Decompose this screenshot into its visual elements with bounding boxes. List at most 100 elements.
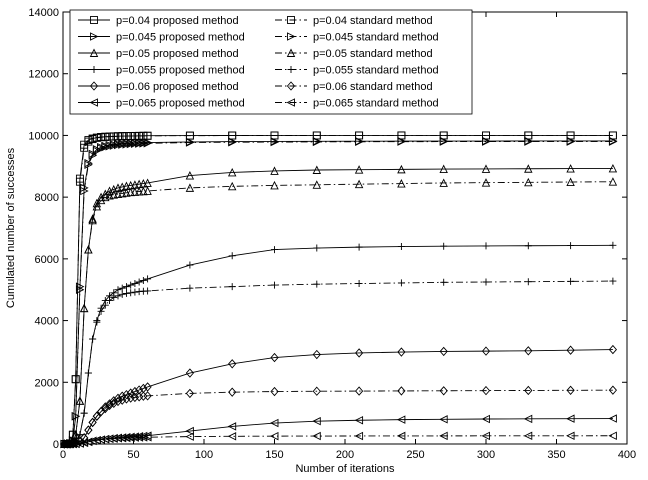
- data-point: [97, 307, 105, 315]
- data-point: [105, 142, 115, 151]
- legend-item: p=0.065 standard method: [275, 98, 439, 110]
- data-point: [566, 414, 575, 423]
- x-tick-label: 300: [477, 449, 495, 461]
- data-point: [122, 283, 130, 291]
- data-point: [79, 303, 89, 313]
- data-point: [524, 278, 532, 286]
- data-point: [228, 137, 237, 147]
- legend-box: [69, 9, 473, 115]
- data-point: [88, 215, 97, 225]
- data-point: [114, 140, 123, 150]
- data-point: [524, 131, 533, 140]
- data-point: [481, 164, 491, 173]
- data-point: [101, 142, 110, 152]
- data-point: [126, 433, 135, 443]
- data-point: [566, 385, 575, 395]
- series: [60, 131, 617, 448]
- data-point: [524, 346, 533, 356]
- data-point: [92, 436, 101, 445]
- data-point: [524, 137, 533, 146]
- data-point: [135, 278, 143, 286]
- data-point: [139, 131, 148, 140]
- data-point: [355, 386, 364, 396]
- data-point: [118, 290, 126, 298]
- y-tick-label: 0: [53, 439, 59, 451]
- data-point: [270, 131, 279, 140]
- data-point: [482, 131, 490, 140]
- legend-item: p=0.065 proposed method: [78, 98, 245, 110]
- data-point: [566, 431, 575, 441]
- data-point: [109, 141, 119, 150]
- y-tick-label: 14000: [28, 7, 59, 19]
- y-tick-label: 4000: [35, 316, 59, 328]
- data-point: [96, 435, 106, 444]
- data-point: [126, 132, 135, 140]
- x-tick-label: 50: [127, 449, 139, 461]
- data-point: [135, 139, 144, 148]
- data-point: [122, 389, 131, 400]
- data-point: [524, 164, 533, 173]
- data-point: [355, 280, 363, 288]
- legend-label: p=0.055 proposed method: [116, 65, 245, 77]
- data-point: [126, 139, 136, 149]
- data-point: [312, 131, 321, 140]
- data-point: [481, 431, 490, 441]
- data-point: [92, 411, 101, 421]
- data-point: [567, 242, 575, 250]
- data-point: [130, 139, 140, 148]
- legend-label: p=0.065 standard method: [313, 98, 439, 110]
- data-point: [524, 177, 533, 187]
- data-point: [354, 416, 364, 425]
- legend-item: p=0.055 proposed method: [78, 65, 245, 77]
- data-point: [354, 165, 364, 174]
- data-point: [313, 280, 321, 288]
- data-point: [122, 132, 131, 141]
- data-point: [566, 345, 575, 355]
- data-point: [75, 177, 84, 186]
- y-tick-label: 8000: [35, 192, 59, 204]
- data-point: [312, 137, 322, 147]
- data-point: [143, 139, 153, 148]
- series-line: [64, 134, 613, 445]
- data-point: [90, 66, 98, 73]
- axes: 0 50 100 150 200 250 300 350 4000200040006000800…: [28, 7, 636, 461]
- data-point: [286, 81, 296, 91]
- data-point: [228, 131, 237, 140]
- data-point: [439, 137, 449, 146]
- data-point: [131, 280, 139, 288]
- legend-label: p=0.05 proposed method: [116, 48, 239, 60]
- series-line: [64, 181, 613, 445]
- data-point: [396, 431, 406, 441]
- data-point: [143, 432, 152, 442]
- data-point: [439, 346, 448, 357]
- data-point: [186, 261, 194, 269]
- legend-label: p=0.05 standard method: [313, 48, 433, 60]
- legend-label: p=0.065 proposed method: [116, 98, 245, 110]
- y-axis-label: Cumulated number of successes: [5, 147, 17, 308]
- data-point: [312, 386, 321, 396]
- data-point: [566, 131, 575, 140]
- data-point: [89, 335, 97, 343]
- legend-item: p=0.05 proposed method: [78, 48, 239, 60]
- data-point: [566, 177, 575, 186]
- data-point: [397, 179, 406, 188]
- data-point: [440, 278, 448, 286]
- data-point: [90, 16, 98, 24]
- legend-item: p=0.04 proposed method: [78, 15, 239, 27]
- data-point: [397, 386, 406, 396]
- data-point: [439, 386, 448, 396]
- data-point: [114, 292, 122, 300]
- data-point: [122, 394, 131, 404]
- data-point: [92, 133, 101, 142]
- data-point: [313, 244, 321, 252]
- y-tick-label: 12000: [28, 69, 59, 81]
- data-point: [482, 137, 491, 146]
- data-point: [89, 48, 99, 57]
- data-point: [439, 431, 448, 441]
- data-point: [397, 164, 406, 174]
- data-point: [126, 388, 135, 398]
- data-point: [139, 391, 148, 401]
- data-point: [113, 396, 123, 407]
- data-point: [482, 278, 490, 286]
